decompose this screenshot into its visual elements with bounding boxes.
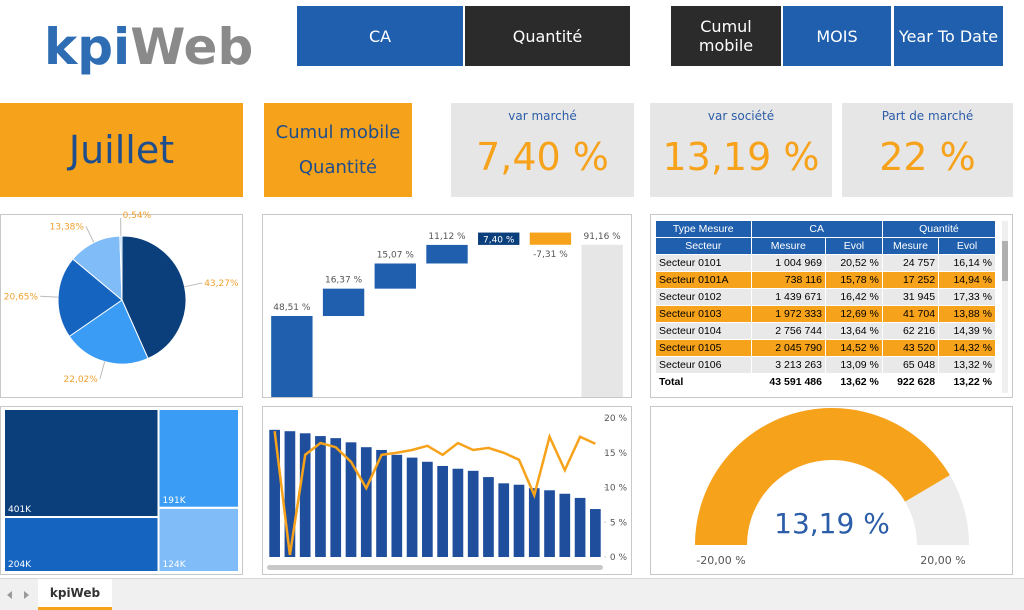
table-cell: 2 756 744 xyxy=(750,322,826,340)
button[interactable]: Cumul mobile xyxy=(671,6,781,66)
table-row: Secteur 0102 1 439 671 16,42 % 31 945 17,33 … xyxy=(655,288,996,306)
button[interactable]: Quantité xyxy=(465,6,630,66)
table-cell: Secteur 0101A xyxy=(655,271,752,289)
table-cell: 17,33 % xyxy=(938,288,996,306)
table-panel: Type Mesure CA Quantité Secteur Mesure Evol Me… xyxy=(650,214,1013,398)
table-cell: 922 628 xyxy=(881,373,940,391)
table-cell: Secteur 0105 xyxy=(655,339,752,357)
table-cell: 13,88 % xyxy=(938,305,996,323)
panel xyxy=(0,406,243,575)
table-cell: 13,64 % xyxy=(824,322,883,340)
table-cell: 62 216 xyxy=(881,322,940,340)
header-cell: Secteur xyxy=(655,237,752,255)
table-cell: 16,42 % xyxy=(824,288,883,306)
total-row: Total 43 591 486 13,62 % 922 628 13,22 % xyxy=(655,373,996,391)
mode-label: Quantité xyxy=(298,157,378,178)
logo-part: kpi xyxy=(44,18,130,76)
table-cell: 2 045 790 xyxy=(750,339,826,357)
mode-tile: Cumul mobile Quantité xyxy=(264,103,412,197)
table-cell: 41 704 xyxy=(881,305,940,323)
header-cell: Mesure xyxy=(881,237,940,255)
table-cell: 1 972 333 xyxy=(750,305,826,323)
table-row: Secteur 0105 2 045 790 14,52 % 43 520 14,32 … xyxy=(655,339,996,357)
table-cell: 13,09 % xyxy=(824,356,883,374)
kpi-card: Part de marché 22 % xyxy=(842,103,1013,197)
button[interactable]: MOIS xyxy=(783,6,891,66)
table-cell: Secteur 0102 xyxy=(655,288,752,306)
table-cell: Total xyxy=(655,373,752,391)
logo: kpiWeb xyxy=(44,18,253,76)
table-cell: Secteur 0104 xyxy=(655,322,752,340)
tab[interactable]: kpiWeb xyxy=(38,579,112,610)
table: Type Mesure CA Quantité Secteur Mesure Evol Me… xyxy=(655,220,997,391)
kpi-label: Part de marché xyxy=(881,109,974,123)
table-row: Secteur 0106 3 213 263 13,09 % 65 048 13,32 … xyxy=(655,356,996,374)
table-cell: 65 048 xyxy=(881,356,940,374)
table-row: Secteur 0104 2 756 744 13,64 % 62 216 14,39 … xyxy=(655,322,996,340)
panel xyxy=(0,214,243,398)
header-row: Type Mesure CA Quantité xyxy=(655,220,997,238)
header-cell: CA xyxy=(750,220,883,238)
button[interactable]: Year To Date xyxy=(894,6,1003,66)
table-cell: 12,69 % xyxy=(824,305,883,323)
kpi-label: var société xyxy=(707,109,775,123)
header-cell: Evol xyxy=(824,237,883,255)
kpi-card: var société 13,19 % xyxy=(650,103,832,197)
logo-text: kpiWeb xyxy=(44,18,253,76)
panel xyxy=(262,214,632,398)
kpi-card: var marché 7,40 % xyxy=(451,103,634,197)
table-row: Secteur 0101A 738 116 15,78 % 17 252 14,94 % xyxy=(655,271,996,289)
table-cell: 43 520 xyxy=(881,339,940,357)
header-cell: Evol xyxy=(938,237,996,255)
table-cell: 13,32 % xyxy=(938,356,996,374)
table-cell: 31 945 xyxy=(881,288,940,306)
table-cell: 13,62 % xyxy=(824,373,883,391)
tab-bar: kpiWeb xyxy=(0,578,1024,610)
kpi-label: var marché xyxy=(508,109,577,123)
table-cell: Secteur 0106 xyxy=(655,356,752,374)
table-cell: 1 439 671 xyxy=(750,288,826,306)
table-cell: 43 591 486 xyxy=(750,373,826,391)
table-cell: 3 213 263 xyxy=(750,356,826,374)
button[interactable]: CA xyxy=(297,6,463,66)
header-cell: Type Mesure xyxy=(655,220,752,238)
table-cell: Secteur 0103 xyxy=(655,305,752,323)
table-cell: 15,78 % xyxy=(824,271,883,289)
table-cell: 14,32 % xyxy=(938,339,996,357)
table-row: Secteur 0103 1 972 333 12,69 % 41 704 13,88 … xyxy=(655,305,996,323)
month: Juillet xyxy=(68,128,175,172)
table-cell: 17 252 xyxy=(881,271,940,289)
panel xyxy=(650,406,1013,575)
table-cell: 16,14 % xyxy=(938,254,996,272)
table-cell: 1 004 969 xyxy=(750,254,826,272)
table-cell: 14,39 % xyxy=(938,322,996,340)
header-cell: Mesure xyxy=(750,237,826,255)
table-row: Secteur 0101 1 004 969 20,52 % 24 757 16,14 … xyxy=(655,254,996,272)
panel xyxy=(262,406,632,575)
mode-label: Cumul mobile xyxy=(275,122,401,143)
kpi-value: 13,19 % xyxy=(662,135,820,179)
button-label: Cumul mobile xyxy=(698,17,754,55)
table-cell: 738 116 xyxy=(750,271,826,289)
table-cell: 14,94 % xyxy=(938,271,996,289)
month-tile: Juillet xyxy=(0,103,243,197)
table-cell: 13,22 % xyxy=(938,373,996,391)
logo-part: Web xyxy=(130,18,253,76)
kpi-value: 22 % xyxy=(879,135,976,179)
tab-arrows[interactable] xyxy=(4,589,34,601)
table-cell: Secteur 0101 xyxy=(655,254,752,272)
kpi-value: 7,40 % xyxy=(476,135,609,179)
table-cell: 14,52 % xyxy=(824,339,883,357)
table-cell: 20,52 % xyxy=(824,254,883,272)
scroll-thumb[interactable] xyxy=(1002,241,1008,281)
header-row: Secteur Mesure Evol Mesure Evol xyxy=(655,237,996,255)
scrollbar xyxy=(1002,221,1008,393)
header-cell: Quantité xyxy=(881,220,997,238)
table-cell: 24 757 xyxy=(881,254,940,272)
